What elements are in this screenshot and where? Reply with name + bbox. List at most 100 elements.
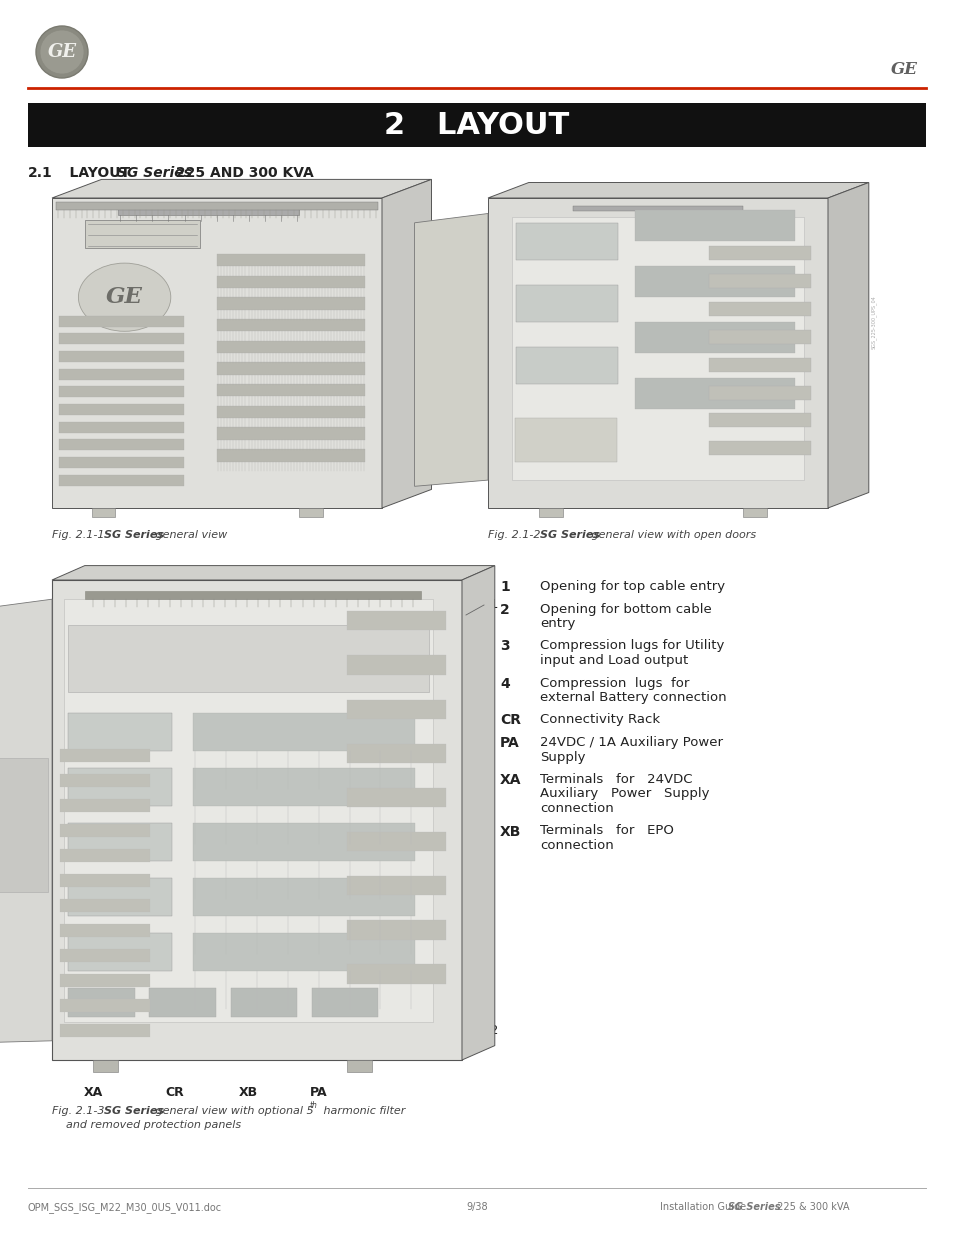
Bar (56, 203, 377, 210)
Bar (216, 427, 365, 440)
Bar (60, 924, 151, 937)
Text: GE: GE (890, 62, 917, 79)
Bar (58, 387, 184, 398)
Bar (58, 474, 184, 485)
Text: Compression lugs for Utility: Compression lugs for Utility (539, 640, 723, 652)
Text: Fig. 2.1-3: Fig. 2.1-3 (52, 1107, 112, 1116)
Text: SG Series: SG Series (117, 165, 192, 180)
Bar (708, 301, 810, 316)
Text: input and Load output: input and Load output (539, 655, 687, 667)
Bar (58, 422, 184, 432)
Text: 4: 4 (18, 924, 26, 936)
Bar (193, 878, 415, 916)
Bar (58, 457, 184, 468)
Text: 3: 3 (499, 640, 509, 653)
Text: SG Series: SG Series (104, 1107, 164, 1116)
Bar (69, 714, 172, 751)
Bar (60, 999, 151, 1011)
Text: 1: 1 (489, 599, 497, 611)
Text: OPM_SGS_ISG_M22_M30_0US_V011.doc: OPM_SGS_ISG_M22_M30_0US_V011.doc (28, 1202, 222, 1213)
Bar (347, 611, 445, 630)
Text: Terminals   for   EPO: Terminals for EPO (539, 825, 673, 837)
Bar (347, 788, 445, 806)
Text: th: th (310, 1100, 317, 1110)
Bar (216, 275, 365, 288)
Text: Fig. 2.1-2: Fig. 2.1-2 (488, 530, 547, 540)
Text: 24VDC / 1A Auxiliary Power: 24VDC / 1A Auxiliary Power (539, 736, 722, 748)
Text: GE: GE (106, 287, 143, 309)
Bar (538, 508, 562, 517)
Bar (708, 330, 810, 343)
Text: 3: 3 (18, 1004, 27, 1016)
Bar (28, 103, 925, 147)
Bar (52, 580, 461, 1060)
Text: Fig. 2.1-1: Fig. 2.1-1 (52, 530, 112, 540)
Text: 225 & 300 kVA: 225 & 300 kVA (773, 1202, 848, 1212)
Bar (60, 850, 151, 862)
Text: SG Series: SG Series (539, 530, 599, 540)
Text: 225 AND 300 KVA: 225 AND 300 KVA (171, 165, 314, 180)
Bar (347, 656, 445, 674)
Text: and removed protection panels: and removed protection panels (52, 1120, 241, 1130)
Text: CR: CR (499, 714, 520, 727)
Bar (516, 222, 618, 261)
Text: 4: 4 (499, 677, 509, 690)
Text: XB: XB (499, 825, 521, 839)
Bar (60, 974, 151, 987)
Bar (634, 322, 795, 353)
Bar (69, 823, 172, 861)
Bar (0, 757, 48, 892)
Bar (231, 988, 296, 1018)
Text: SGS_225-300_UPS_04: SGS_225-300_UPS_04 (870, 295, 876, 348)
Bar (91, 508, 114, 517)
Bar (708, 246, 810, 261)
Bar (118, 209, 299, 215)
Bar (347, 743, 445, 763)
Bar (60, 899, 151, 913)
Bar (708, 441, 810, 456)
Bar (347, 699, 445, 719)
Text: entry: entry (539, 618, 575, 630)
Bar (60, 750, 151, 762)
Bar (516, 347, 618, 384)
Bar (216, 319, 365, 331)
Bar (193, 714, 415, 751)
Text: Installation Guide: Installation Guide (659, 1202, 748, 1212)
Bar (58, 440, 184, 451)
Bar (515, 419, 617, 462)
Text: general view with optional 5: general view with optional 5 (152, 1107, 314, 1116)
Bar (573, 206, 742, 211)
Bar (60, 1024, 151, 1037)
Text: 1: 1 (499, 580, 509, 594)
Polygon shape (52, 179, 431, 198)
Bar (193, 823, 415, 861)
Bar (216, 341, 365, 353)
Bar (511, 216, 803, 480)
Text: general view with open doors: general view with open doors (587, 530, 756, 540)
Polygon shape (381, 179, 431, 508)
Polygon shape (488, 183, 868, 198)
Bar (708, 274, 810, 288)
Text: 2: 2 (499, 603, 509, 616)
Text: CR: CR (166, 1086, 184, 1099)
Bar (708, 385, 810, 399)
Bar (69, 878, 172, 916)
Text: Compression  lugs  for: Compression lugs for (539, 677, 689, 689)
Bar (69, 768, 172, 806)
Bar (216, 298, 365, 310)
Bar (216, 450, 365, 462)
Polygon shape (415, 214, 488, 487)
Bar (216, 362, 365, 374)
Bar (85, 220, 200, 248)
Bar (60, 824, 151, 837)
Text: XA: XA (499, 773, 521, 787)
Ellipse shape (78, 263, 171, 331)
Bar (60, 874, 151, 887)
Bar (347, 920, 445, 940)
Bar (58, 316, 184, 326)
Polygon shape (827, 183, 868, 508)
Bar (193, 932, 415, 971)
Polygon shape (461, 566, 495, 1060)
Bar (58, 404, 184, 415)
Bar (92, 1060, 117, 1072)
